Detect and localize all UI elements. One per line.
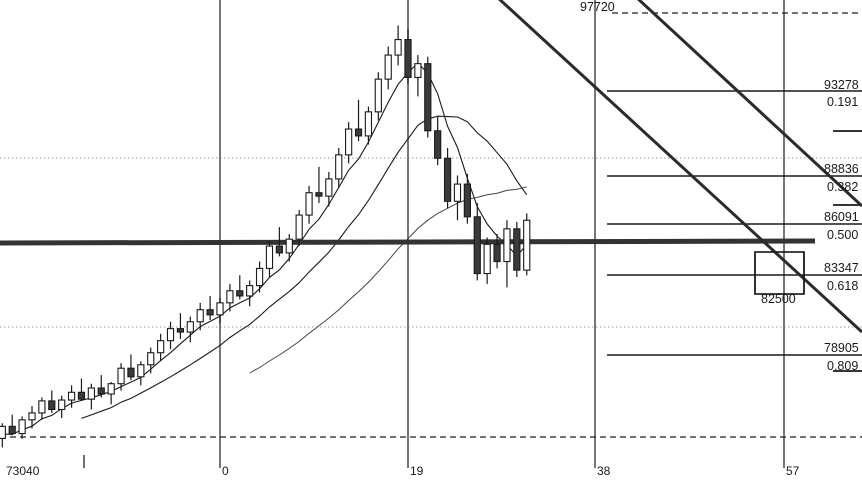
low-price-label: 73040	[6, 464, 40, 478]
trendlines[interactable]	[497, 0, 862, 334]
fib-price-0618: 83347	[824, 261, 859, 275]
thick-support-line[interactable]	[0, 238, 816, 246]
candle-body[interactable]	[0, 425, 6, 439]
candle-body[interactable]	[493, 243, 501, 263]
x-tick-label-57: 57	[786, 464, 800, 478]
candle-body[interactable]	[503, 228, 511, 263]
selection-box-price-label: 82500	[761, 292, 796, 306]
candle-body[interactable]	[117, 367, 125, 385]
vertical-gridlines	[219, 0, 785, 468]
candle-body[interactable]	[48, 400, 56, 411]
candle-body[interactable]	[157, 340, 165, 354]
candle-body[interactable]	[394, 39, 402, 56]
candle-body[interactable]	[216, 302, 224, 316]
candle-body[interactable]	[483, 243, 491, 275]
fibonacci-levels[interactable]	[607, 90, 862, 372]
candle-body[interactable]	[463, 183, 471, 218]
candle-body[interactable]	[305, 192, 313, 216]
fib-price-0500: 86091	[824, 210, 859, 224]
candle-body[interactable]	[285, 238, 293, 254]
candle-body[interactable]	[335, 154, 343, 180]
candle-body[interactable]	[166, 328, 175, 342]
candle-body[interactable]	[434, 130, 442, 159]
x-tick-label-0: 0	[222, 464, 229, 478]
candle-body[interactable]	[374, 78, 382, 113]
candle-body[interactable]	[18, 419, 26, 435]
candle-body[interactable]	[107, 383, 115, 395]
candle-body[interactable]	[226, 290, 234, 304]
fib-ratio-0809: 0.809	[827, 359, 859, 373]
candle-body[interactable]	[137, 364, 145, 378]
fib-price-0809: 78905	[824, 341, 859, 355]
candle-body[interactable]	[176, 328, 185, 333]
fib-price-0382: 88836	[824, 162, 859, 176]
candle-body[interactable]	[186, 321, 194, 333]
candle-body[interactable]	[236, 290, 244, 297]
candle-body[interactable]	[38, 400, 46, 414]
candle-body[interactable]	[424, 63, 432, 132]
fib-ratio-0382: 0.382	[827, 180, 859, 194]
x-tick-label-38: 38	[597, 464, 611, 478]
candle-body[interactable]	[265, 245, 274, 269]
candle-body[interactable]	[87, 387, 95, 400]
candle-body[interactable]	[325, 178, 333, 197]
candle-body[interactable]	[67, 391, 76, 401]
candle-body[interactable]	[206, 309, 214, 316]
candle-body[interactable]	[364, 111, 373, 137]
selection-box[interactable]	[754, 251, 805, 295]
candle-body[interactable]	[246, 285, 254, 297]
candle-body[interactable]	[414, 63, 422, 78]
candle-body[interactable]	[295, 214, 303, 240]
peak-price-label: 97720	[580, 0, 615, 14]
fib-ratio-0191: 0.191	[827, 95, 859, 109]
candle-body[interactable]	[443, 157, 452, 202]
candle-body[interactable]	[97, 387, 105, 395]
x-tick-label-19: 19	[410, 464, 424, 478]
candlestick-series[interactable]	[0, 25, 531, 450]
candle-body[interactable]	[345, 128, 353, 156]
moving-average-slow-line	[81, 115, 528, 419]
candle-body[interactable]	[453, 183, 462, 202]
candle-body[interactable]	[315, 192, 323, 197]
fib-ratio-0618: 0.618	[827, 279, 859, 293]
candle-body[interactable]	[523, 219, 531, 271]
candle-body[interactable]	[58, 399, 66, 411]
candle-body[interactable]	[127, 367, 135, 378]
candle-body[interactable]	[196, 309, 204, 323]
candle-body[interactable]	[255, 267, 264, 287]
fib-price-0191: 93278	[824, 78, 859, 92]
candle-body[interactable]	[77, 391, 86, 400]
candle-body[interactable]	[28, 412, 36, 421]
candle-body[interactable]	[404, 39, 412, 78]
moving-average-long-line	[249, 186, 527, 374]
candle-body[interactable]	[8, 425, 16, 435]
downtrend-line-upper[interactable]	[497, 0, 862, 334]
fib-ratio-0500: 0.500	[827, 228, 859, 242]
candle-body[interactable]	[513, 228, 521, 271]
candle-body[interactable]	[275, 245, 283, 254]
candle-body[interactable]	[384, 54, 392, 80]
candle-body[interactable]	[354, 128, 363, 137]
candle-body[interactable]	[473, 216, 481, 275]
downtrend-line-lower[interactable]	[636, 0, 862, 208]
candle-body[interactable]	[147, 352, 155, 366]
